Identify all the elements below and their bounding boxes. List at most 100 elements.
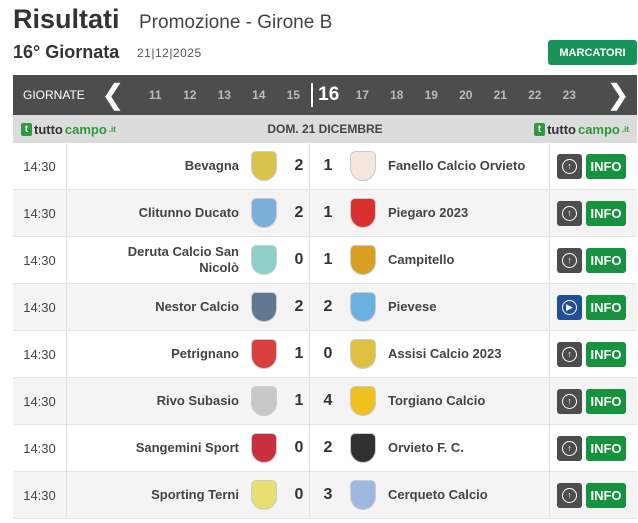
next-round-icon[interactable]: ❯ [606, 79, 630, 110]
round-11[interactable]: 11 [148, 88, 162, 102]
round-15[interactable]: 15 [286, 88, 300, 102]
match-time: 14:30 [13, 190, 67, 236]
match-time: 14:30 [13, 331, 67, 377]
round-22[interactable]: 22 [528, 88, 542, 102]
home-team[interactable]: Sangemini Sport [135, 440, 239, 455]
round-13[interactable]: 13 [217, 88, 231, 102]
away-team[interactable]: Cerqueto Calcio [388, 487, 488, 502]
match-time: 14:30 [13, 143, 67, 189]
info-button[interactable]: INFO [586, 435, 626, 461]
away-score: 0 [323, 345, 333, 362]
home-score: 0 [294, 251, 304, 268]
round-title: 16° Giornata [13, 42, 120, 62]
home-crest-icon [251, 386, 277, 416]
match-time: 14:30 [13, 425, 67, 471]
match-row: 14:30 Deruta Calcio San Nicolò 0 1 Campite… [13, 237, 637, 284]
home-team[interactable]: Rivo Subasio [156, 393, 239, 408]
home-team[interactable]: Sporting Terni [151, 487, 239, 502]
away-crest-icon [350, 151, 376, 181]
home-team[interactable]: Petrignano [171, 346, 239, 361]
arrow-up-icon[interactable]: ↑ [557, 435, 582, 461]
home-score: 2 [294, 157, 304, 174]
home-crest-icon [251, 151, 277, 181]
match-row: 14:30 Nestor Calcio 2 2 Pievese ▶ INFO [13, 284, 637, 331]
match-day: DOM. 21 DICEMBRE [267, 122, 383, 136]
match-row: 14:30 Petrignano 1 0 Assisi Calcio 2023 ↑ I… [13, 331, 637, 378]
away-crest-icon [350, 339, 376, 369]
away-crest-icon [350, 292, 376, 322]
league-name: Promozione - Girone B [139, 12, 333, 33]
home-crest-icon [251, 433, 277, 463]
round-18[interactable]: 18 [390, 88, 404, 102]
arrow-up-icon[interactable]: ↑ [557, 153, 582, 179]
home-team[interactable]: Deruta Calcio San Nicolò [127, 244, 239, 275]
home-score: 1 [294, 345, 304, 362]
away-team[interactable]: Piegaro 2023 [388, 205, 469, 220]
home-crest-icon [251, 480, 277, 510]
round-19[interactable]: 19 [424, 88, 438, 102]
match-row: 14:30 Rivo Subasio 1 4 Torgiano Calcio ↑ IN… [13, 378, 637, 425]
away-crest-icon [350, 433, 376, 463]
home-score: 2 [294, 298, 304, 315]
info-button[interactable]: INFO [586, 341, 626, 367]
home-team[interactable]: Clitunno Ducato [138, 205, 239, 220]
arrow-up-icon[interactable]: ↑ [557, 482, 582, 508]
away-team[interactable]: Orvieto F. C. [388, 440, 464, 455]
info-button[interactable]: INFO [586, 153, 626, 179]
rounds-label: GIORNATE [23, 88, 85, 102]
home-crest-icon [251, 245, 277, 275]
round-20[interactable]: 20 [459, 88, 473, 102]
home-team[interactable]: Bevagna [184, 158, 239, 173]
home-score: 2 [294, 204, 304, 221]
prev-round-icon[interactable]: ❮ [101, 79, 125, 110]
arrow-up-icon[interactable]: ↑ [557, 388, 582, 414]
round-date: 21|12|2025 [137, 46, 202, 60]
away-crest-icon [350, 480, 376, 510]
match-time: 14:30 [13, 472, 67, 518]
home-crest-icon [251, 339, 277, 369]
tuttocampo-logo: t tutto campo .it [534, 122, 629, 137]
arrow-up-icon[interactable]: ↑ [557, 341, 582, 367]
home-team[interactable]: Nestor Calcio [155, 299, 239, 314]
info-button[interactable]: INFO [586, 482, 626, 508]
away-crest-icon [350, 198, 376, 228]
away-team[interactable]: Fanello Calcio Orvieto [388, 158, 526, 173]
info-button[interactable]: INFO [586, 200, 626, 226]
away-team[interactable]: Assisi Calcio 2023 [388, 346, 502, 361]
match-time: 14:30 [13, 237, 67, 283]
round-nav: GIORNATE ❮ 11 12 13 14 15 16 17 18 19 20 21 22 23 ❯ [13, 75, 637, 115]
arrow-up-icon[interactable]: ↑ [557, 200, 582, 226]
match-row: 14:30 Clitunno Ducato 2 1 Piegaro 2023 ↑ IN… [13, 190, 637, 237]
round-12[interactable]: 12 [183, 88, 197, 102]
info-button[interactable]: INFO [586, 247, 626, 273]
match-time: 14:30 [13, 378, 67, 424]
arrow-up-icon[interactable]: ↑ [557, 247, 582, 273]
info-button[interactable]: INFO [586, 388, 626, 414]
marcatori-button[interactable]: MARCATORI [548, 40, 637, 65]
away-crest-icon [350, 245, 376, 275]
away-team[interactable]: Pievese [388, 299, 437, 314]
away-score: 3 [323, 486, 333, 503]
home-crest-icon [251, 292, 277, 322]
round-16[interactable]: 16 [310, 83, 346, 107]
match-row: 14:30 Sangemini Sport 0 2 Orvieto F. C. ↑ I… [13, 425, 637, 472]
round-23[interactable]: 23 [562, 88, 576, 102]
away-score: 2 [323, 298, 333, 315]
away-crest-icon [350, 386, 376, 416]
away-team[interactable]: Torgiano Calcio [388, 393, 486, 408]
away-score: 1 [323, 204, 333, 221]
round-17[interactable]: 17 [355, 88, 369, 102]
match-list: 14:30 Bevagna 2 1 Fanello Calcio Orvieto ↑… [13, 143, 637, 519]
home-crest-icon [251, 198, 277, 228]
match-row: 14:30 Bevagna 2 1 Fanello Calcio Orvieto ↑… [13, 143, 637, 190]
tuttocampo-logo: t tutto campo .it [21, 122, 116, 137]
play-icon[interactable]: ▶ [557, 294, 582, 320]
match-time: 14:30 [13, 284, 67, 330]
round-14[interactable]: 14 [252, 88, 266, 102]
home-score: 0 [294, 439, 304, 456]
home-score: 1 [294, 392, 304, 409]
away-team[interactable]: Campitello [388, 252, 455, 267]
info-button[interactable]: INFO [586, 294, 626, 320]
round-21[interactable]: 21 [493, 88, 507, 102]
away-score: 1 [323, 251, 333, 268]
